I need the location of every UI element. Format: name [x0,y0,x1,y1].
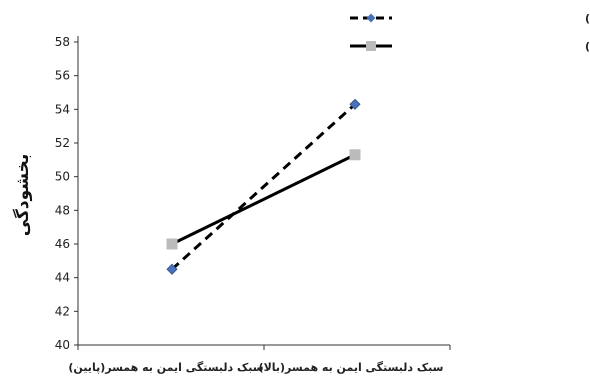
series-group [166,98,361,275]
axes [77,36,451,350]
y-axis-label: بخشودگی [12,154,33,236]
legend-label: ادراک سبک دلبستگی دوسوگرا مادر (پایین) [585,12,590,25]
data-point [349,98,361,110]
y-tick-label: 56 [55,69,70,83]
x-category-label: سبک دلبستگی ایمن به همسر(بالا) [259,361,444,374]
y-tick-label: 44 [55,271,70,285]
y-tick-label: 52 [55,136,70,150]
series-line [170,103,357,271]
series-line [171,153,356,246]
legend-label: ادراک سبک دلبستگی دوسوگرا مادر (بالا) [585,40,590,53]
data-point [166,238,178,250]
y-tick-label: 50 [55,170,70,184]
x-categories: سبک دلبستگی ایمن به همسر(پایین)سبک دلبست… [68,361,443,374]
data-point [349,149,361,161]
y-tick-label: 58 [55,35,70,49]
y-tick-label: 40 [55,338,70,352]
x-category-label: سبک دلبستگی ایمن به همسر(پایین) [68,361,263,374]
y-ticks: 40 42 44 46 48 50 52 54 56 58 [55,35,78,352]
y-tick-label: 46 [55,237,70,251]
y-tick-label: 54 [55,102,70,116]
legend: ادراک سبک دلبستگی دوسوگرا مادر (پایین) اد… [350,12,590,53]
y-tick-label: 42 [55,304,70,318]
y-tick-label: 48 [55,203,70,217]
legend-marker [366,41,376,51]
legend-marker [366,13,376,23]
data-point [166,263,178,275]
